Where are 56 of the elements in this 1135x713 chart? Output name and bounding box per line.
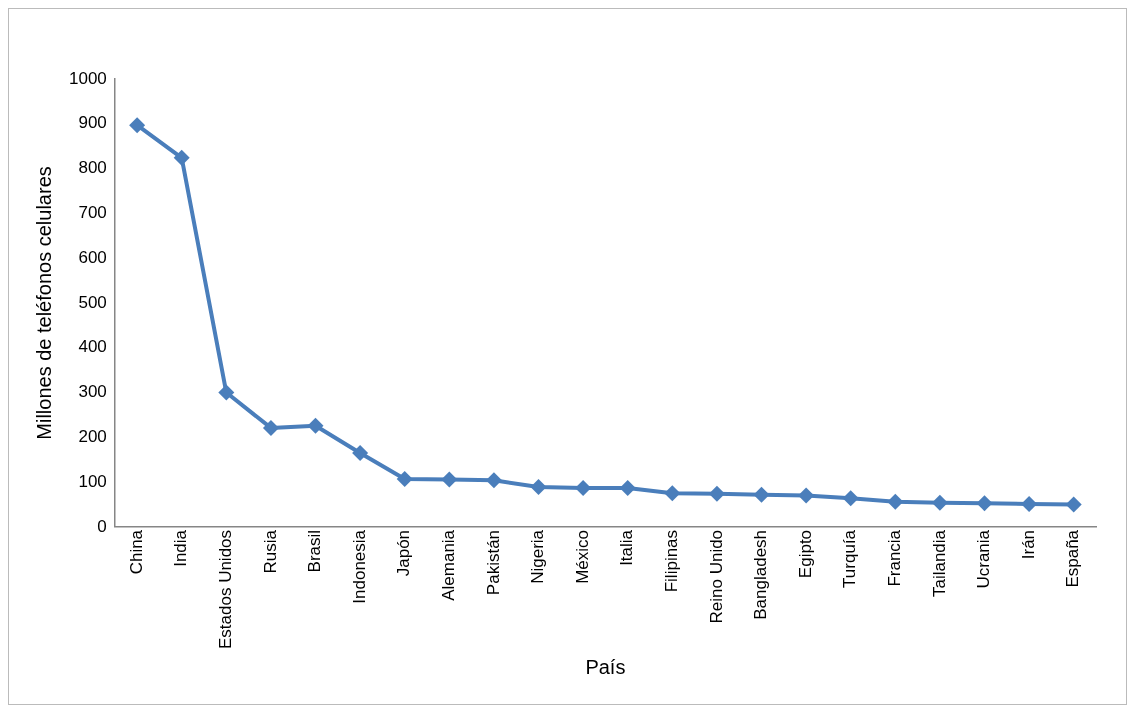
point (262, 419, 279, 436)
x-tick-label: Francia (884, 529, 904, 587)
x-tick-label: Irán (1018, 529, 1038, 560)
x-tick-label: Egipto (795, 529, 815, 579)
point (441, 471, 458, 488)
x-tick-label: México (572, 529, 592, 584)
y-tick-label: 600 (78, 247, 107, 267)
y-axis-title: Millones de teléfonos celulares (32, 166, 55, 440)
x-tick-label: Brasil (305, 529, 325, 573)
x-tick-label: Bangladesh (751, 529, 771, 620)
x-tick-label: España (1063, 529, 1083, 588)
y-tick-label: 800 (78, 158, 107, 178)
x-tick-label: Ucrania (974, 529, 994, 589)
x-tick-label: Pakistán (483, 529, 503, 596)
point (1065, 496, 1082, 513)
point (664, 485, 681, 502)
point (218, 384, 235, 401)
x-tick-label: Estados Unidos (216, 529, 235, 650)
y-tick-label: 0 (97, 516, 107, 536)
y-tick-label: 700 (78, 203, 107, 223)
point (798, 487, 815, 504)
point (396, 471, 413, 488)
point (842, 490, 859, 507)
y-tick-label: 200 (78, 427, 107, 447)
point (931, 494, 948, 511)
point (887, 493, 904, 510)
y-tick-label: 900 (78, 113, 107, 133)
point (307, 417, 324, 434)
point (530, 479, 547, 496)
x-tick-label: India (171, 529, 191, 567)
x-tick-label: Turquía (840, 529, 860, 588)
y-tick-label: 500 (78, 292, 107, 312)
x-tick-label: Rusia (260, 529, 280, 574)
point (485, 472, 502, 489)
y-tick-label: 300 (78, 382, 107, 402)
point (753, 486, 770, 503)
point (352, 445, 369, 462)
x-tick-label: Reino Unido (706, 529, 726, 624)
x-tick-label: Italia (617, 529, 637, 566)
x-tick-label: Japón (394, 529, 414, 577)
point (619, 479, 636, 496)
x-axis-title: País (585, 655, 626, 678)
point (1021, 496, 1038, 513)
point (708, 485, 725, 502)
x-tick-label: Indonesia (349, 529, 369, 604)
x-tick-label: Tailandia (929, 529, 949, 598)
y-tick-label: 1000 (68, 68, 107, 88)
y-tick-label: 100 (78, 471, 107, 491)
x-tick-label: China (126, 529, 146, 575)
x-tick-label: Nigeria (528, 529, 548, 584)
y-tick-label: 400 (78, 337, 107, 357)
point (173, 149, 190, 166)
point (976, 495, 993, 512)
x-tick-label: Filipinas (662, 529, 681, 593)
point (129, 117, 146, 134)
x-tick-label: Alemania (439, 529, 458, 601)
